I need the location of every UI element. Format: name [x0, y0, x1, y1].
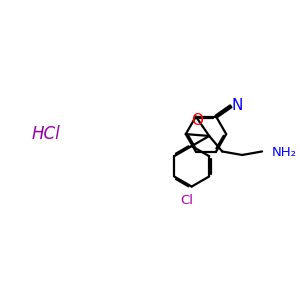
- Text: NH₂: NH₂: [271, 146, 296, 158]
- Text: Cl: Cl: [180, 194, 193, 207]
- Text: O: O: [192, 113, 204, 128]
- Text: HCl: HCl: [31, 125, 60, 143]
- Text: N: N: [232, 98, 243, 112]
